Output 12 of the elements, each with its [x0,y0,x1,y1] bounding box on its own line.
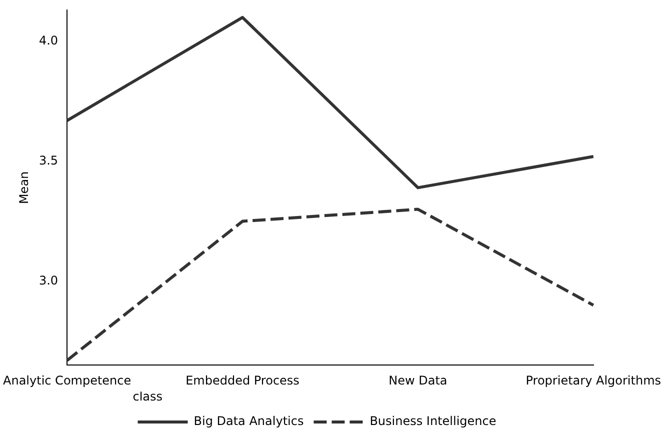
legend-title: class [132,390,163,404]
y-tick-label: 3.5 [38,153,58,168]
line-series [66,208,595,362]
y-tick-label: 4.0 [38,34,58,48]
x-tick-label: Analytic Competence [3,374,132,388]
x-tick-label: Proprietary Algorithms [526,374,661,388]
legend-label: Business Intelligence [370,414,496,428]
legend-label: Big Data Analytics [194,414,304,428]
y-tick-label: 3.0 [38,273,58,288]
x-tick-label: New Data [388,374,448,388]
x-tick-label: Embedded Process [186,374,300,388]
y-axis-title: Mean [16,171,31,204]
